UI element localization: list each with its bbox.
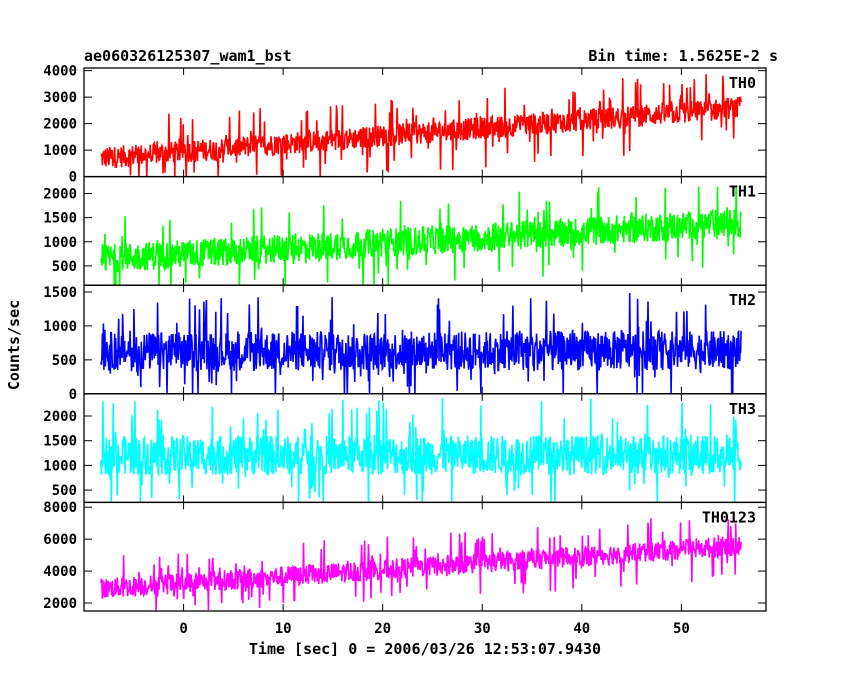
y-tick-label: 2000	[43, 186, 77, 202]
series-line-th0	[100, 74, 742, 177]
y-tick-label: 0	[69, 387, 77, 403]
y-tick-label: 500	[52, 353, 77, 369]
x-tick-label: 20	[374, 621, 391, 637]
series-line-th0123	[100, 518, 742, 612]
y-tick-label: 0	[69, 170, 77, 186]
chart-title: ae060326125307_wam1_bst	[84, 47, 292, 65]
x-axis-label: Time [sec] 0 = 2006/03/26 12:53:07.9430	[249, 640, 601, 658]
x-tick-label: 10	[275, 621, 292, 637]
x-tick-label: 40	[573, 621, 590, 637]
series-label-th0: TH0	[729, 74, 756, 92]
y-tick-label: 2000	[43, 596, 77, 612]
y-tick-label: 1000	[43, 235, 77, 251]
y-axis-label: Counts/sec	[5, 300, 23, 390]
y-tick-label: 1000	[43, 319, 77, 335]
series-line-th1	[100, 186, 742, 286]
y-tick-label: 2000	[43, 117, 77, 133]
series-label-th3: TH3	[729, 400, 756, 418]
series-line-th3	[100, 398, 742, 503]
y-tick-label: 1500	[43, 434, 77, 450]
y-tick-label: 8000	[43, 500, 77, 516]
series-line-th2	[100, 292, 742, 394]
y-tick-label: 1000	[43, 458, 77, 474]
y-tick-label: 6000	[43, 532, 77, 548]
panel-frame	[83, 501, 767, 612]
y-tick-label: 4000	[43, 564, 77, 580]
y-tick-label: 2000	[43, 409, 77, 425]
x-tick-label: 30	[474, 621, 491, 637]
y-tick-label: 500	[52, 259, 77, 275]
y-tick-label: 1500	[43, 211, 77, 227]
series-label-th1: TH1	[729, 183, 756, 201]
y-tick-label: 1000	[43, 143, 77, 159]
series-label-th0123: TH0123	[702, 508, 756, 526]
y-tick-label: 3000	[43, 90, 77, 106]
bin-time-label: Bin time: 1.5625E-2 s	[588, 47, 778, 65]
series-label-th2: TH2	[729, 291, 756, 309]
x-tick-label: 0	[179, 621, 187, 637]
y-tick-label: 500	[52, 483, 77, 499]
x-tick-label: 50	[673, 621, 690, 637]
y-tick-label: 1500	[43, 285, 77, 301]
y-tick-label: 4000	[43, 64, 77, 80]
